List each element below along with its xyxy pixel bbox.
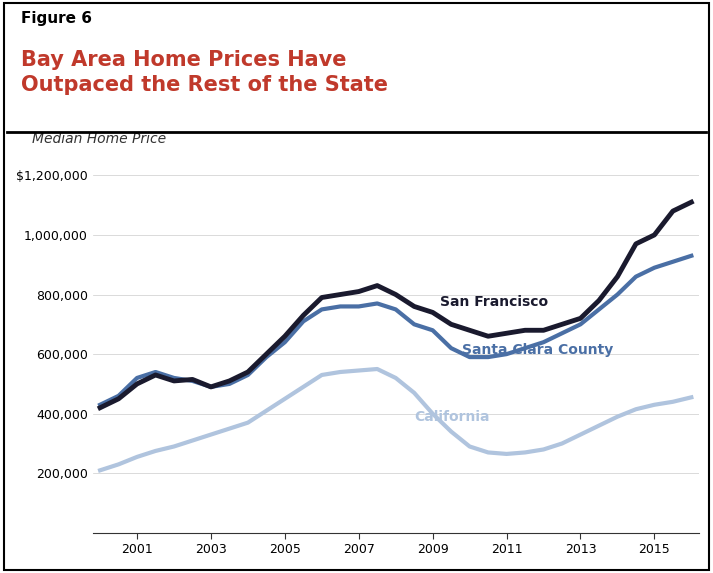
Text: Figure 6: Figure 6 [21, 10, 93, 26]
Text: Santa Clara County: Santa Clara County [462, 343, 613, 356]
Text: San Francisco: San Francisco [440, 295, 548, 309]
Text: Bay Area Home Prices Have
Outpaced the Rest of the State: Bay Area Home Prices Have Outpaced the R… [21, 50, 389, 95]
Text: Median Home Price: Median Home Price [32, 132, 166, 146]
Text: California: California [414, 410, 490, 423]
